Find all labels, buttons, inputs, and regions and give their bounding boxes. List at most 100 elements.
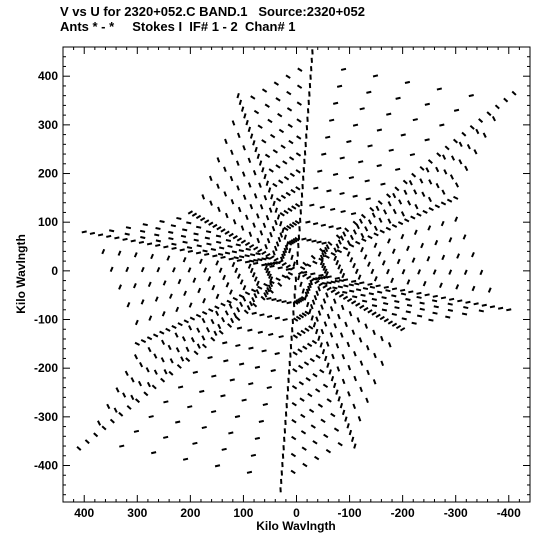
uv-point (249, 133, 254, 139)
uv-point (229, 378, 235, 382)
uv-point (229, 289, 233, 295)
uv-point (234, 415, 241, 419)
uv-point (346, 423, 350, 429)
uv-point (319, 247, 325, 253)
uv-point (187, 405, 193, 409)
uv-point (341, 378, 346, 385)
uv-point (256, 153, 261, 160)
uv-point (228, 431, 234, 435)
uv-point (323, 268, 328, 274)
uv-point (264, 243, 268, 250)
uv-point (300, 296, 307, 301)
uv-point (204, 219, 210, 224)
uv-point (391, 322, 398, 327)
uv-point (367, 219, 372, 225)
uv-point (261, 250, 267, 256)
uv-point (309, 279, 314, 286)
uv-point (281, 253, 285, 259)
uv-point (219, 246, 225, 250)
uv-point (409, 153, 416, 157)
uv-point (358, 337, 363, 343)
uv-point (119, 444, 125, 448)
uv-point (256, 213, 260, 219)
uv-point (350, 436, 355, 443)
uv-point (263, 282, 269, 287)
uv-point (427, 225, 432, 231)
uv-point (334, 291, 340, 296)
uv-point (388, 148, 394, 152)
uv-point (380, 182, 386, 186)
uv-point (286, 301, 292, 305)
uv-point (248, 243, 255, 249)
uv-point (424, 293, 430, 297)
uv-point (323, 275, 329, 279)
uv-point (177, 322, 183, 327)
uv-point (386, 112, 392, 116)
uv-point (285, 275, 291, 281)
uv-point (197, 287, 202, 294)
uv-point (322, 284, 328, 289)
uv-point (231, 250, 238, 254)
uv-point (247, 328, 253, 332)
uv-point (306, 275, 312, 280)
uv-point (491, 115, 496, 122)
uv-point (404, 218, 410, 223)
uv-point (113, 407, 118, 413)
uv-point (360, 232, 365, 239)
uv-point (400, 233, 405, 240)
y-tick-label: -300 (34, 410, 58, 424)
uv-point (355, 302, 361, 307)
uv-point (244, 260, 251, 264)
uv-point (335, 343, 340, 349)
uv-point (305, 220, 311, 224)
uv-point (216, 183, 220, 189)
uv-point (497, 306, 504, 310)
uv-point (229, 175, 234, 182)
uv-point (310, 424, 316, 429)
uv-point (325, 135, 331, 139)
uv-point (155, 227, 161, 230)
uv-point (232, 219, 237, 225)
uv-point (419, 301, 425, 305)
uv-point (355, 288, 362, 292)
uv-point (417, 269, 421, 275)
uv-point (320, 328, 325, 335)
uv-point (242, 194, 247, 200)
uv-point (295, 315, 302, 321)
uv-point (183, 319, 189, 324)
uv-point (334, 276, 340, 280)
uv-point (242, 145, 246, 151)
uv-point (268, 332, 274, 336)
uv-point (176, 216, 182, 220)
uv-point (255, 252, 261, 256)
uv-point (312, 277, 318, 281)
uv-point (386, 193, 392, 199)
uv-point (440, 220, 445, 227)
uv-point (434, 204, 441, 209)
uv-point (232, 296, 238, 301)
uv-point (243, 113, 247, 119)
uv-point (317, 286, 321, 292)
x-tick-label: 400 (74, 506, 94, 520)
uv-point (236, 306, 241, 313)
uv-point (406, 245, 410, 252)
uv-point (369, 285, 376, 289)
uv-point (339, 332, 344, 338)
uv-point (76, 446, 82, 451)
uv-point (443, 169, 448, 175)
uv-point (511, 90, 517, 96)
uv-point (195, 251, 202, 255)
uv-point (364, 226, 369, 232)
uv-point (251, 296, 256, 303)
uv-point (315, 388, 321, 393)
uv-point (315, 328, 319, 335)
uv-point (179, 248, 185, 252)
uv-point (171, 246, 177, 250)
uv-point (342, 278, 349, 282)
uv-point (399, 288, 406, 292)
uv-point (139, 229, 146, 233)
uv-point (308, 308, 312, 314)
uv-point (275, 164, 281, 169)
uv-point (411, 172, 417, 178)
